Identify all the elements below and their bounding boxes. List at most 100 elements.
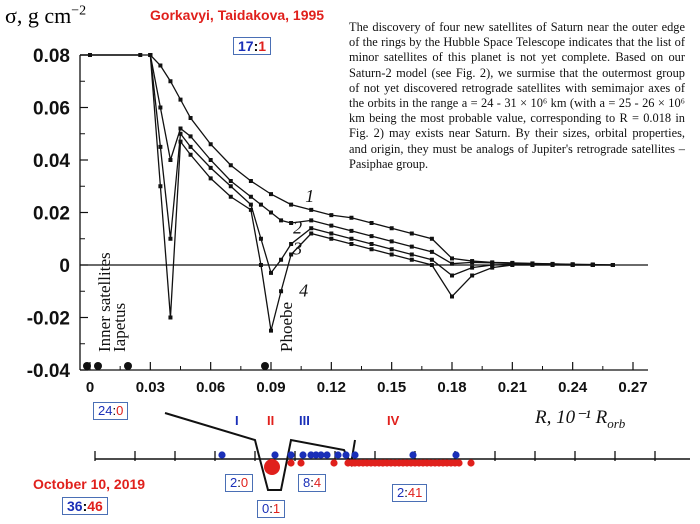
region-ii: II — [267, 413, 275, 428]
y-tick-label: 0.02 — [33, 204, 70, 225]
series-point-2 — [349, 228, 354, 233]
series-point-4 — [389, 252, 394, 257]
curve-label-1: 1 — [305, 186, 314, 206]
series-point-3 — [258, 236, 263, 241]
red-dot — [455, 459, 463, 467]
series-point-3 — [389, 247, 394, 252]
satellite-marker — [124, 362, 132, 370]
series-point-1 — [158, 63, 163, 68]
series-point-4 — [490, 265, 495, 270]
x-tick-label: 0.15 — [377, 379, 406, 396]
series-point-3 — [309, 226, 314, 231]
box-2-0: 2:0 — [225, 474, 254, 492]
series-point-3 — [168, 236, 173, 241]
series-point-3 — [349, 236, 354, 241]
series-line-2 — [149, 54, 613, 266]
series-point-3 — [188, 144, 193, 149]
blue-dot — [323, 451, 331, 459]
series-point-4 — [158, 184, 163, 189]
red-dot — [330, 459, 338, 467]
y-tick-label: -0.02 — [27, 309, 70, 330]
curve-label-4: 4 — [299, 281, 308, 301]
series-point-4 — [168, 315, 173, 320]
series-point-4 — [510, 263, 515, 267]
annotation-phoebe: Phoebe — [277, 302, 296, 352]
blue-dot — [317, 451, 325, 459]
x-tick-label: 0.03 — [136, 379, 165, 396]
series-point-1 — [178, 97, 183, 102]
series-point-3 — [329, 231, 334, 236]
series-point-3 — [178, 131, 183, 136]
x-tick-label: 0.27 — [618, 379, 647, 396]
series-point-3 — [409, 252, 414, 257]
description-paragraph: The discovery of four new satellites of … — [349, 20, 685, 171]
annotation-inner-satellites: Inner satellites — [95, 252, 114, 352]
series-point-4 — [178, 139, 183, 144]
series-point-1 — [228, 163, 233, 168]
series-point-3 — [248, 202, 253, 207]
blue-dot — [452, 451, 460, 459]
series-point-2 — [188, 134, 193, 139]
series-point-4 — [409, 257, 414, 262]
series-point-3 — [429, 257, 434, 262]
series-point-4 — [329, 236, 334, 241]
date-label: October 10, 2019 — [33, 476, 146, 492]
series-point-1 — [369, 221, 374, 225]
region-iii: III — [299, 413, 310, 428]
satellite-marker — [261, 362, 269, 370]
series-point-2 — [289, 221, 294, 225]
series-point-4 — [279, 289, 284, 294]
series-point-4 — [148, 53, 153, 57]
series-point-3 — [369, 242, 374, 246]
x-axis-label: R, 10⁻¹ Rorb — [534, 407, 626, 431]
series-point-2 — [429, 249, 434, 254]
series-point-2 — [490, 260, 495, 265]
series-point-4 — [248, 207, 253, 212]
blue-dot — [218, 451, 226, 459]
series-point-2 — [158, 105, 163, 110]
series-point-2 — [168, 158, 173, 162]
series-point-2 — [450, 261, 454, 266]
series-point-1 — [349, 215, 354, 220]
series-point-4 — [188, 152, 193, 157]
series-point-1 — [389, 226, 394, 231]
series-point-2 — [178, 126, 183, 131]
x-tick-label: 0.06 — [196, 379, 225, 396]
x-tick-label: 0.12 — [317, 379, 346, 396]
total-box: 36:46 — [62, 497, 108, 515]
curve-label-3: 3 — [292, 239, 302, 259]
series-point-3 — [228, 184, 233, 189]
x-tick-label: 0.24 — [558, 379, 588, 396]
series-point-4 — [570, 263, 575, 267]
series-point-3 — [208, 165, 213, 170]
region-iv: IV — [387, 413, 400, 428]
series-point-3 — [289, 242, 294, 246]
series-point-1 — [329, 213, 334, 218]
x-tick-label: 0.09 — [256, 379, 285, 396]
y-tick-label: 0.04 — [33, 151, 70, 172]
blue-dot — [342, 451, 350, 459]
series-point-2 — [470, 260, 475, 265]
series-point-3 — [158, 144, 163, 149]
schematic-curve — [164, 412, 356, 491]
satellite-marker — [83, 362, 91, 370]
blue-dot — [299, 451, 307, 459]
blue-dot — [287, 451, 295, 459]
x-tick-label: 0.18 — [437, 379, 466, 396]
series-point-2 — [258, 202, 263, 207]
series-point-3 — [450, 273, 454, 278]
blue-dot — [307, 451, 315, 459]
series-point-2 — [389, 239, 394, 244]
citation: Gorkavyi, Taidakova, 1995 — [150, 7, 325, 23]
series-point-1 — [409, 231, 414, 236]
series-point-4 — [309, 231, 314, 236]
blue-dot — [312, 451, 320, 459]
count-box-17-1: 17:1 — [233, 37, 272, 55]
series-point-4 — [369, 247, 374, 252]
series-point-2 — [309, 218, 314, 223]
count-sep: : — [253, 38, 259, 54]
blue-dot — [334, 451, 342, 459]
y-tick-label: 0.08 — [33, 46, 70, 67]
series-point-4 — [590, 263, 595, 267]
